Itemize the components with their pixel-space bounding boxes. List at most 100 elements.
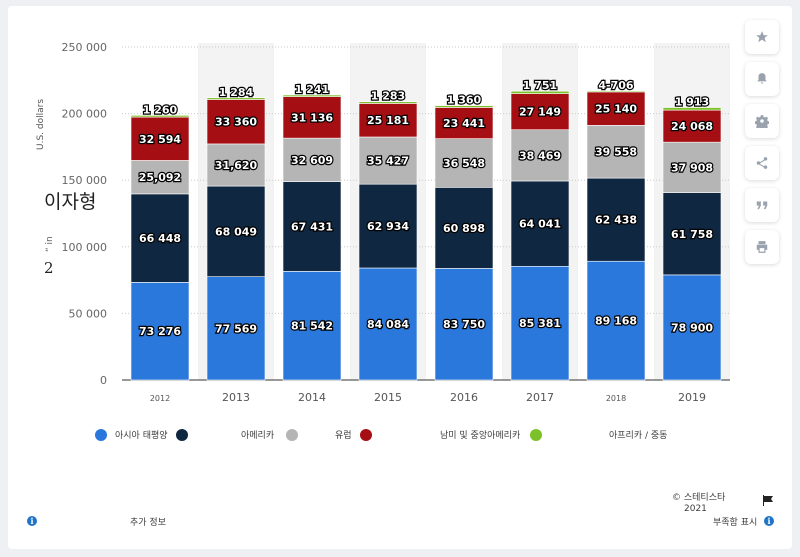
copyright-text: © 스테티스타 <box>672 493 726 503</box>
gear-icon <box>755 115 769 128</box>
info-icon[interactable]: i <box>764 516 774 526</box>
bar-segment <box>358 136 418 185</box>
print-button[interactable] <box>745 230 779 264</box>
bar-segment <box>282 94 342 97</box>
bar-segment <box>586 90 646 93</box>
bar-segment <box>130 160 190 195</box>
data-label: 39 558 <box>595 146 637 159</box>
legend-item-asia-pacific[interactable]: 아시아 태평양 <box>95 428 196 441</box>
data-label: 1 260 <box>143 103 178 116</box>
bar-segment <box>434 187 494 269</box>
bar-segment <box>434 268 494 381</box>
flag-icon[interactable] <box>762 491 774 510</box>
star-icon <box>756 31 768 43</box>
legend: 아시아 태평양 아메리카 유럽 남미 및 중앙아메리카 아프리카 / 중동 <box>95 428 735 448</box>
data-label: 1 360 <box>447 94 482 107</box>
data-label: 1 283 <box>371 90 405 103</box>
y-axis-label-in: “ in <box>45 236 55 252</box>
y-axis-label-two: 2 <box>44 259 54 277</box>
x-tick-label: 2014 <box>298 391 326 404</box>
x-tick-label: 2015 <box>374 391 402 404</box>
bar-segment <box>130 282 190 381</box>
data-label: 32 609 <box>291 154 333 167</box>
bar-segment <box>510 93 570 131</box>
bar-segment <box>206 143 266 187</box>
data-label: 62 438 <box>595 214 637 227</box>
print-icon <box>756 241 768 253</box>
settings-button[interactable] <box>745 104 779 138</box>
x-tick-label: 2013 <box>222 391 250 404</box>
data-label: 68 049 <box>215 225 257 238</box>
data-label: 37 908 <box>671 161 713 174</box>
favorite-button[interactable] <box>745 20 779 54</box>
bar-segment <box>586 260 646 381</box>
share-icon <box>756 157 768 169</box>
more-info-link[interactable]: 추가 정보 <box>130 518 166 528</box>
data-label: 25 140 <box>595 103 637 116</box>
show-source-link[interactable]: 부족함 표시 <box>713 518 758 528</box>
bar-segment <box>282 96 342 139</box>
x-tick-label: 2012 <box>150 394 170 403</box>
data-label: 1 241 <box>295 83 329 96</box>
data-label: 89 168 <box>595 315 637 328</box>
legend-item-south-central-america[interactable]: 남미 및 중앙아메리카 <box>440 428 550 441</box>
data-label: 73 276 <box>139 325 181 338</box>
bar-segment <box>358 183 418 269</box>
data-label: 83 750 <box>443 318 485 331</box>
y-tick-label: 0 <box>100 374 107 387</box>
quote-icon <box>756 201 768 210</box>
bar-segment <box>510 265 570 381</box>
data-label: 85 381 <box>519 317 561 330</box>
legend-item-europe[interactable]: 유럽 <box>335 428 380 441</box>
y-tick-label: 150 000 <box>62 174 108 187</box>
data-label: 27 149 <box>519 106 561 119</box>
bar-segment <box>434 107 494 139</box>
bar-segment <box>434 138 494 188</box>
bar-segment <box>434 105 494 108</box>
data-label: 1 751 <box>523 79 557 92</box>
legend-dot <box>530 428 543 441</box>
data-label: 77 569 <box>215 322 257 335</box>
info-icon[interactable]: i <box>27 516 37 526</box>
legend-dot <box>286 428 299 441</box>
data-label: 36 548 <box>443 157 485 170</box>
legend-item-africa-middle-east[interactable]: 아프리카 / 중동 <box>609 428 667 441</box>
data-label: 61 758 <box>671 228 713 241</box>
data-label: 35 427 <box>367 155 409 168</box>
bar-segment <box>358 267 418 381</box>
bar-segment <box>510 180 570 267</box>
bar-segment <box>510 90 570 94</box>
data-label: 60 898 <box>443 222 485 235</box>
data-label: 25 181 <box>367 114 409 127</box>
cite-button[interactable] <box>745 188 779 222</box>
y-axis-label-units: U.S. dollars <box>36 98 46 150</box>
legend-label: 아시아 태평양 <box>115 431 168 441</box>
bar-segment <box>206 276 266 381</box>
data-label: 64 041 <box>519 218 561 231</box>
legend-label: 아메리카 <box>241 431 275 441</box>
legend-label: 남미 및 중앙아메리카 <box>440 431 521 441</box>
data-label: 38 469 <box>519 149 561 162</box>
data-label: 81 542 <box>291 320 333 333</box>
bar-segment <box>358 101 418 104</box>
bar-segment <box>282 271 342 381</box>
bar-segment <box>130 193 190 283</box>
notification-button[interactable] <box>745 62 779 96</box>
data-label: 33 360 <box>215 116 257 129</box>
legend-label: 유럽 <box>335 431 352 441</box>
legend-item-americas[interactable]: 아메리카 <box>241 428 306 441</box>
bar-segment <box>662 107 722 111</box>
y-tick-label: 250 000 <box>62 41 108 54</box>
x-tick-label: 2017 <box>526 391 554 404</box>
data-label: 66 448 <box>139 232 181 245</box>
share-button[interactable] <box>745 146 779 180</box>
stacked-bar-chart: 0 50 000 100 000 150 000 200 000 250 000 73 27… <box>62 41 730 404</box>
data-label: 62 934 <box>367 220 409 233</box>
data-label: 67 431 <box>291 220 333 233</box>
data-label: 1 284 <box>219 86 254 99</box>
bar-segment <box>130 116 190 161</box>
bar-segment <box>586 177 646 262</box>
data-label: 31,620 <box>215 159 258 172</box>
legend-label: 아프리카 / 중동 <box>609 431 668 441</box>
data-label: 78 900 <box>671 321 713 334</box>
